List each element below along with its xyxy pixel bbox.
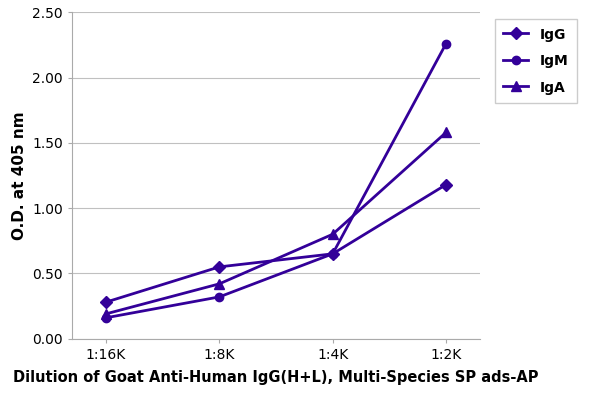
Line: IgM: IgM	[102, 40, 450, 322]
Y-axis label: O.D. at 405 nm: O.D. at 405 nm	[11, 111, 26, 240]
IgG	[103, 300, 110, 305]
IgA	[216, 281, 223, 286]
IgM	[329, 252, 336, 256]
IgA	[442, 130, 449, 135]
IgM	[442, 41, 449, 46]
IgG	[329, 252, 336, 256]
Line: IgA: IgA	[101, 128, 451, 319]
IgM	[103, 315, 110, 320]
X-axis label: Dilution of Goat Anti-Human IgG(H+L), Multi-Species SP ads-AP: Dilution of Goat Anti-Human IgG(H+L), Mu…	[13, 370, 539, 385]
Legend: IgG, IgM, IgA: IgG, IgM, IgA	[495, 19, 577, 103]
IgA	[329, 232, 336, 237]
IgM	[216, 294, 223, 299]
IgG	[216, 264, 223, 269]
IgA	[103, 311, 110, 316]
IgG	[442, 182, 449, 187]
Line: IgG: IgG	[102, 180, 450, 306]
